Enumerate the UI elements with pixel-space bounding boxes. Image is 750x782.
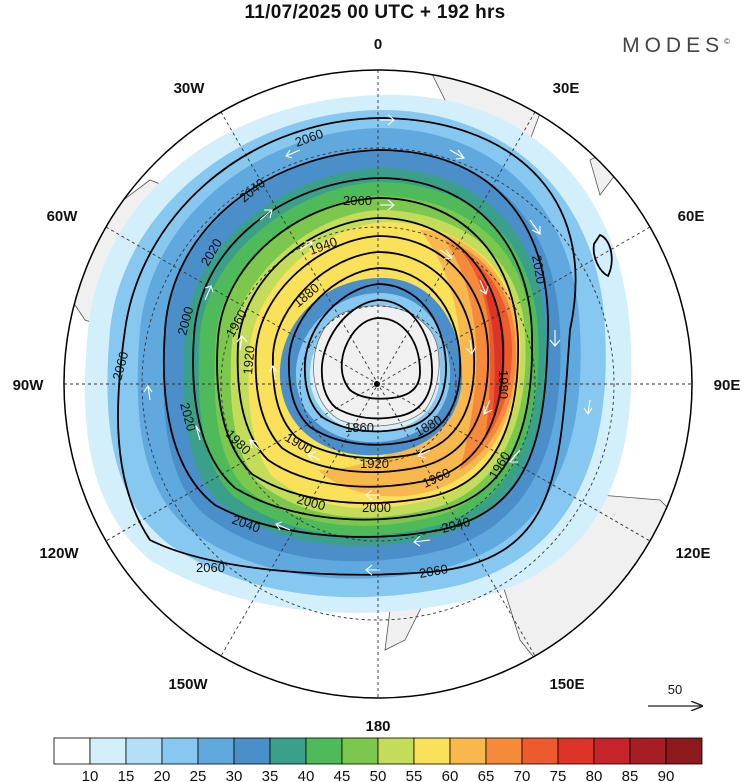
lon-label-30w: 30W (174, 80, 206, 97)
lon-label-30e: 30E (553, 80, 580, 97)
contour-1900 (303, 283, 447, 433)
colorbar-swatch (593, 737, 631, 765)
contour-2060 (117, 117, 577, 576)
contour-2040 (162, 149, 549, 538)
contour-label: 2020 (529, 254, 549, 285)
shade-80 (478, 275, 505, 415)
map-title: 11/07/2025 00 UTC + 192 hrs (244, 2, 506, 23)
lon-label-150e: 150E (549, 676, 584, 693)
shade-65 (318, 230, 519, 497)
lon-label-150w: 150W (168, 676, 208, 693)
south-pole-dot (374, 381, 380, 387)
contour-label: 2060 (418, 561, 449, 581)
reference-vector-label: 50 (668, 682, 682, 697)
colorbar-tick-label: 65 (478, 768, 495, 782)
colorbar-tick-label: 20 (154, 768, 171, 782)
contour-1980 (236, 217, 504, 488)
colorbar-tick-label: 70 (514, 768, 531, 782)
colorbar-tick-label: 25 (190, 768, 207, 782)
contour-2000 (216, 197, 519, 504)
colorbar-swatch (233, 737, 271, 765)
colorbar-swatch (557, 737, 595, 765)
contour-label: 2060 (109, 350, 131, 382)
reference-vector: 50 (648, 682, 702, 706)
colorbar-tick-label: 55 (406, 768, 423, 782)
lon-label-180: 180 (365, 718, 390, 735)
colorbar-swatch (197, 737, 235, 765)
colorbar-tick-label: 45 (334, 768, 351, 782)
lon-label-60e: 60E (678, 208, 705, 225)
contour-label: 2000 (295, 491, 327, 513)
contour-labels: 2060 2060 2060 2060 2060 2040 2040 2040 … (109, 126, 548, 581)
colorbar-tick-label: 80 (586, 768, 603, 782)
colorbar-tick-label: 75 (550, 768, 567, 782)
colorbar-tick-label: 60 (442, 768, 459, 782)
brand-text: MODES (622, 34, 725, 57)
colorbar-swatch (485, 737, 523, 765)
contour-label: 1920 (360, 456, 389, 471)
colorbar-tick-label: 85 (622, 768, 639, 782)
colorbar-swatch (341, 737, 379, 765)
colorbar-tick-label: 50 (370, 768, 387, 782)
longitude-labels: 0 180 90W 90E 30W 30E 60W 60E 120W 120E … (13, 36, 741, 735)
brand-logo: MODES© (622, 34, 730, 58)
contour-label: 2060 (196, 560, 225, 575)
antarctica-land (313, 305, 440, 427)
colorbar-swatch (413, 737, 451, 765)
colorbar-swatch (89, 737, 127, 765)
contour-label: 2000 (174, 305, 196, 337)
colorbar-swatch (53, 737, 91, 765)
contour-label: 1980 (496, 370, 511, 399)
colorbar-tick-label: 10 (82, 768, 99, 782)
graticule (64, 70, 692, 698)
lon-label-90w: 90W (13, 377, 45, 394)
colorbar-swatch (161, 737, 199, 765)
colorbar-swatch (629, 737, 667, 765)
contour-label: 2000 (362, 500, 391, 515)
wind-vectors (143, 114, 593, 576)
colorbar-swatch (125, 737, 163, 765)
lon-label-0: 0 (374, 36, 382, 53)
contour-label: 2060 (343, 193, 372, 208)
colorbar-tick-label: 35 (262, 768, 279, 782)
contour-1960 (254, 235, 490, 473)
lon-label-120w: 120W (39, 545, 79, 562)
colorbar-tick-label: 90 (658, 768, 675, 782)
map-border (63, 69, 693, 699)
contour-1880 (320, 299, 433, 420)
lon-label-120e: 120E (675, 545, 710, 562)
colorbar: 10 15 20 25 30 35 40 45 50 55 60 65 70 75 80 85 90 (53, 737, 703, 782)
colorbar-tick-label: 40 (298, 768, 315, 782)
contour-label: 1860 (345, 420, 374, 435)
contour-2020 (192, 177, 533, 521)
contour-1920 (287, 267, 462, 446)
contour-small-east (592, 233, 613, 278)
contour-1860 (340, 317, 421, 400)
contour-label: 2040 (440, 514, 472, 536)
colorbar-swatch (521, 737, 559, 765)
contour-label: 2020 (177, 401, 199, 433)
colorbar-tick-label: 15 (118, 768, 135, 782)
colorbar-swatch (449, 737, 487, 765)
colorbar-swatch (377, 737, 415, 765)
height-contours (117, 117, 613, 576)
contour-1940 (271, 251, 476, 459)
colorbar-swatch (305, 737, 343, 765)
colorbar-tick-label: 30 (226, 768, 243, 782)
lon-label-90e: 90E (714, 377, 741, 394)
lon-label-60w: 60W (47, 208, 79, 225)
colorbar-swatch (269, 737, 307, 765)
brand-mark: © (724, 37, 730, 46)
colorbar-swatch (665, 737, 703, 765)
contour-label: 1920 (240, 345, 257, 375)
